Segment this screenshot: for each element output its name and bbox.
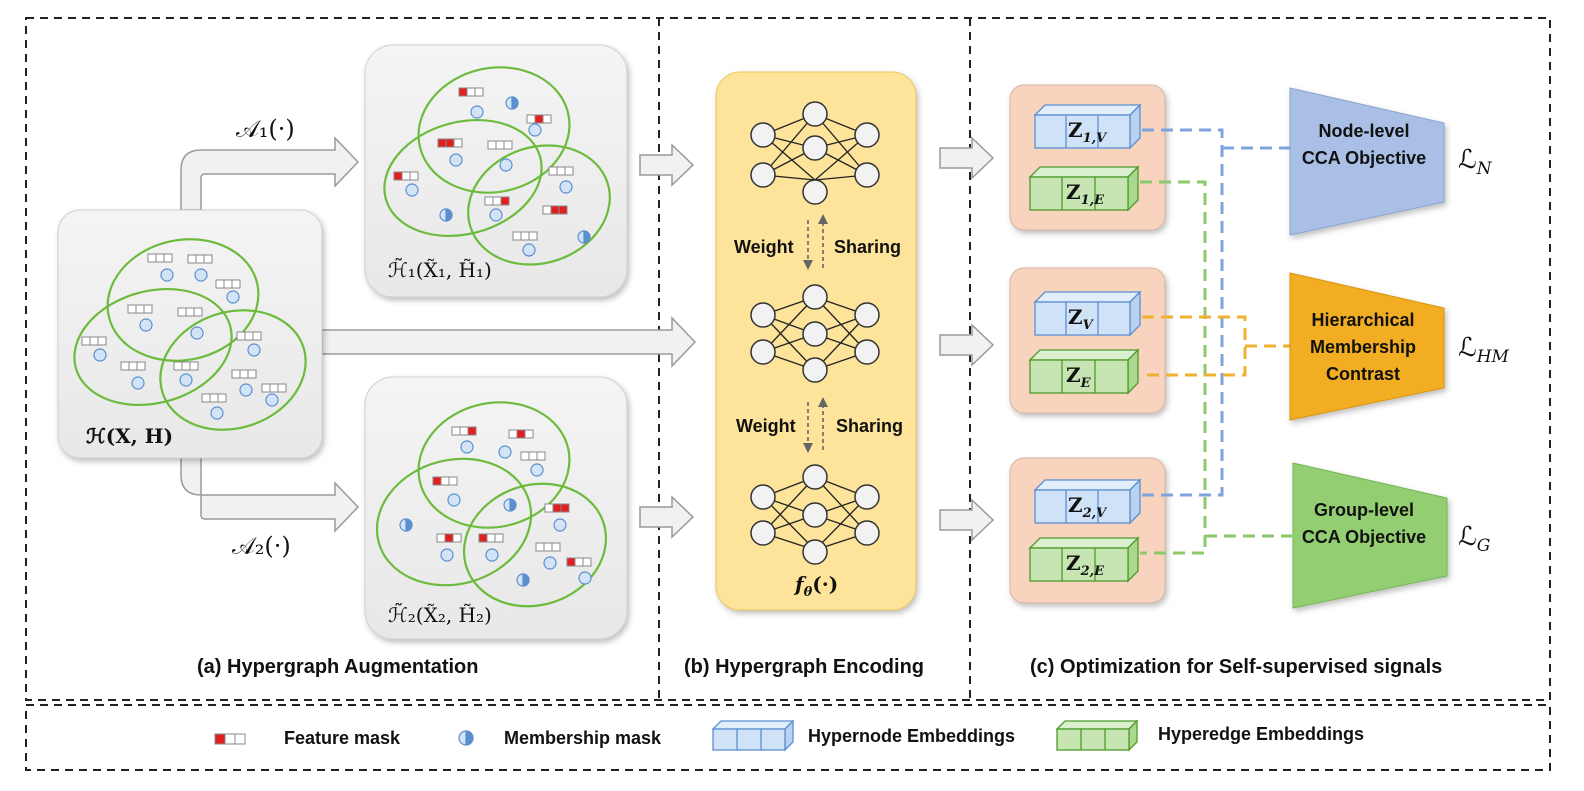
encoder-function-label: fθ(·) bbox=[795, 572, 839, 600]
weight-label-top: Weight bbox=[734, 237, 794, 257]
panel-a-title: (a) Hypergraph Augmentation bbox=[197, 656, 479, 678]
nn-top bbox=[762, 113, 868, 181]
augmentation-1-label: 𝒜₁(·) bbox=[236, 115, 295, 143]
loss-g: ℒG bbox=[1458, 522, 1491, 557]
legend-frame bbox=[25, 704, 1551, 771]
augmented-view-1 bbox=[364, 44, 628, 298]
sharing-label-top: Sharing bbox=[834, 237, 902, 257]
legend-feature-mask: Feature mask bbox=[284, 728, 401, 748]
embedding-groups bbox=[1009, 84, 1166, 604]
connectors bbox=[1140, 128, 1292, 555]
cuboid-zv bbox=[1033, 290, 1142, 337]
zv-label: ZV bbox=[1068, 305, 1093, 333]
arrow-to-view1 bbox=[180, 136, 360, 211]
loss-n: ℒN bbox=[1458, 145, 1492, 180]
arrow-to-view2 bbox=[180, 434, 360, 533]
cuboids bbox=[1028, 103, 1142, 583]
panel-b-title: (b) Hypergraph Encoding bbox=[684, 656, 924, 678]
panel-c-title: (c) Optimization for Self-supervised sig… bbox=[1030, 656, 1443, 678]
z2e-label: Z2,E bbox=[1066, 551, 1105, 579]
arrow-view2-encoder bbox=[639, 495, 695, 539]
cuboid-z2e bbox=[1028, 536, 1140, 583]
legend-hypernode: Hypernode Embeddings bbox=[808, 726, 1016, 746]
arrow-encoder-z bbox=[939, 323, 995, 367]
objectives bbox=[1289, 87, 1448, 609]
nn-middle bbox=[762, 296, 868, 371]
original-graph-label: ℋ(X, H) bbox=[86, 424, 174, 448]
z1v-label: Z1,V bbox=[1068, 118, 1107, 146]
outer-frame bbox=[25, 17, 1551, 701]
panel-borders bbox=[25, 17, 1551, 771]
view1-label: ℋ̃₁(X̃₁, H̃₁) bbox=[388, 258, 492, 282]
cuboid-z1v bbox=[1033, 103, 1142, 150]
legend-icons bbox=[214, 719, 1139, 752]
cuboid-ze bbox=[1028, 348, 1140, 395]
encoder-panel bbox=[715, 71, 917, 611]
augmentation-2-label: 𝒜₂(·) bbox=[232, 532, 291, 560]
nn-bottom bbox=[762, 476, 868, 551]
arrow-view1-encoder bbox=[639, 143, 695, 187]
weight-label-bottom: Weight bbox=[736, 416, 796, 436]
z2v-label: Z2,V bbox=[1068, 493, 1107, 521]
cuboid-z2v bbox=[1033, 478, 1142, 525]
legend-hypernode-cuboid bbox=[711, 719, 795, 752]
group-objective-label: Group-level CCA Objective bbox=[1301, 500, 1427, 547]
hm-objective-label: Hierarchical Membership Contrast bbox=[1309, 310, 1417, 384]
ze-label: ZE bbox=[1066, 363, 1091, 391]
legend-hyperedge: Hyperedge Embeddings bbox=[1158, 724, 1365, 744]
original-hypergraph bbox=[57, 209, 323, 459]
arrow-encoder-z1 bbox=[939, 136, 995, 180]
sharing-label-bottom: Sharing bbox=[836, 416, 904, 436]
node-objective-shape bbox=[1289, 87, 1445, 236]
hm-objective-shape bbox=[1289, 272, 1445, 421]
arrow-encoder-z2 bbox=[939, 498, 995, 542]
legend-membership-mask: Membership mask bbox=[504, 728, 662, 748]
z1e-label: Z1,E bbox=[1066, 180, 1105, 208]
arrow-to-encoder-middle bbox=[321, 316, 697, 368]
cuboid-z1e bbox=[1028, 165, 1140, 212]
view2-label: ℋ̃₂(X̃₂, H̃₂) bbox=[388, 603, 492, 627]
loss-hm: ℒHM bbox=[1458, 333, 1509, 368]
augmentation-arrows bbox=[180, 136, 995, 542]
legend-hyperedge-cuboid bbox=[1055, 719, 1139, 752]
group-objective-shape bbox=[1292, 462, 1448, 609]
node-objective-label: Node-level CCA Objective bbox=[1301, 121, 1427, 168]
augmented-view-2 bbox=[364, 376, 628, 640]
